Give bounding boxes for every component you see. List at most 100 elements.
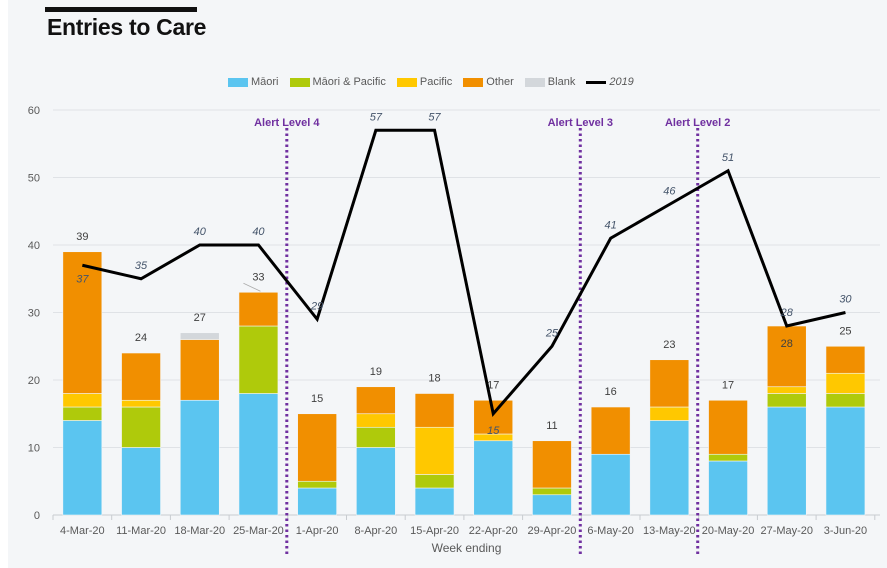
y-tick-label: 50 — [28, 173, 40, 185]
bar-segment-other — [179, 339, 220, 401]
y-tick-label: 30 — [28, 308, 40, 320]
legend-label: Māori — [251, 76, 279, 88]
bar-segment-other — [414, 393, 455, 428]
bar-segment-pacific — [766, 386, 807, 394]
x-tick-label: 4-Mar-20 — [60, 525, 105, 537]
legend-swatch — [463, 77, 484, 87]
bar-segment-other — [532, 440, 572, 489]
x-tick-label: 27-May-20 — [760, 525, 813, 537]
bar-segment-m-ori-pacific — [62, 406, 103, 421]
legend-item-2019: 2019 — [586, 76, 634, 88]
bar-segment-m-ori — [414, 487, 455, 516]
bar-total-label: 25 — [839, 325, 851, 337]
alert-level-label: Alert Level 2 — [665, 117, 730, 129]
bar-segment-m-ori — [238, 393, 279, 516]
legend-label: Pacific — [419, 76, 453, 88]
line-2019-label: 40 — [194, 226, 207, 238]
bar-total-label: 33 — [252, 271, 264, 283]
bar-total-label: 17 — [722, 379, 734, 391]
bar-segment-other — [238, 291, 279, 327]
bar-segment-m-ori-pacific — [708, 453, 748, 462]
bar-segment-other — [649, 359, 690, 408]
x-tick-label: 11-Mar-20 — [116, 525, 166, 537]
bar-segment-m-ori — [356, 447, 396, 516]
bar-segment-other — [708, 399, 748, 455]
bar-segment-m-ori-pacific — [356, 426, 396, 448]
bar-total-label: 19 — [370, 366, 382, 378]
y-tick-label: 0 — [34, 510, 40, 522]
bar-segment-m-ori — [121, 447, 161, 516]
line-2019-label: 57 — [370, 111, 383, 123]
line-2019-label: 30 — [839, 294, 852, 306]
legend-item-pacific: Pacific — [396, 76, 453, 88]
bar-total-label: 24 — [135, 332, 147, 344]
line-2019-label: 57 — [428, 111, 441, 123]
x-tick-label: 1-Apr-20 — [296, 525, 339, 537]
x-tick-label: 22-Apr-20 — [469, 525, 518, 537]
bar-segment-other — [356, 386, 396, 415]
legend-swatch — [289, 77, 310, 87]
y-tick-label: 40 — [28, 240, 40, 252]
bar-segment-other — [121, 352, 161, 401]
bar-segment-m-ori — [532, 494, 572, 516]
bar-segment-other — [62, 251, 103, 394]
bar-segment-other — [297, 413, 337, 482]
y-tick-label: 10 — [28, 443, 40, 455]
legend: Māori Māori & Pacific Pacific Other Blan… — [228, 76, 645, 88]
bar-total-label: 39 — [76, 231, 88, 243]
x-tick-label: 6-May-20 — [587, 525, 633, 537]
x-tick-label: 3-Jun-20 — [824, 525, 867, 537]
bar-segment-other — [825, 345, 866, 374]
legend-line — [586, 80, 607, 84]
x-tick-label: 15-Apr-20 — [410, 525, 459, 537]
alert-level-label: Alert Level 3 — [548, 117, 613, 129]
y-tick-label: 60 — [28, 105, 40, 117]
bar-segment-m-ori — [766, 406, 807, 516]
bar-total-label: 27 — [194, 312, 206, 324]
bar-segment-m-ori — [590, 453, 631, 516]
bar-total-label: 16 — [605, 386, 617, 398]
bar-segment-m-ori-pacific — [766, 393, 807, 408]
legend-swatch — [396, 77, 417, 87]
x-axis-title: Week ending — [432, 541, 502, 555]
y-tick-label: 20 — [28, 375, 40, 387]
line-2019-label: 25 — [545, 327, 559, 339]
alert-level-label: Alert Level 4 — [254, 117, 320, 129]
legend-swatch — [228, 77, 248, 87]
legend-label: Māori & Pacific — [312, 76, 386, 88]
bar-segment-m-ori-pacific — [414, 474, 455, 489]
bar-segment-other — [590, 406, 631, 455]
bar-total-label: 18 — [428, 373, 440, 385]
line-2019-label: 46 — [663, 186, 676, 198]
title-accent-bar — [45, 7, 197, 12]
x-tick-label: 18-Mar-20 — [174, 525, 225, 537]
line-2019-label: 40 — [252, 226, 265, 238]
bar-segment-pacific — [121, 399, 161, 408]
bar-segment-pacific — [649, 406, 690, 421]
bar-segment-m-ori — [297, 487, 337, 516]
bar-segment-m-ori — [649, 420, 690, 516]
bar-segment-m-ori-pacific — [825, 393, 866, 408]
bar-segment-m-ori-pacific — [121, 406, 161, 448]
bar-total-label: 11 — [546, 420, 557, 432]
legend-item-blank: Blank — [524, 76, 575, 88]
legend-item-maori: Māori — [228, 76, 279, 88]
legend-swatch — [524, 77, 545, 87]
chart-title: Entries to Care — [47, 14, 207, 40]
line-2019-label: 28 — [780, 307, 794, 319]
bar-segment-pacific — [356, 413, 396, 428]
bar-segment-m-ori — [825, 406, 866, 516]
bar-total-label: 15 — [311, 393, 323, 405]
x-tick-label: 20-May-20 — [702, 525, 755, 537]
bar-segment-m-ori — [179, 399, 220, 516]
bar-segment-blank — [179, 332, 220, 340]
bar-total-label: 17 — [487, 379, 499, 391]
line-2019-label: 37 — [76, 273, 89, 285]
bar-segment-m-ori — [473, 440, 514, 516]
legend-item-other: Other — [463, 76, 514, 88]
line-2019-label: 51 — [722, 152, 734, 164]
x-tick-label: 8-Apr-20 — [354, 525, 397, 537]
bar-segment-m-ori-pacific — [238, 325, 279, 394]
line-2019 — [82, 128, 846, 418]
